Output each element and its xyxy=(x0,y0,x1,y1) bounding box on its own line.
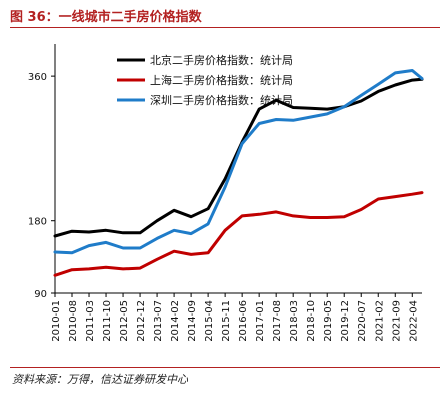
x-tick-label: 2015-11 xyxy=(221,300,232,342)
x-tick-label: 2017-08 xyxy=(272,300,283,342)
x-tick-label: 2012-12 xyxy=(136,300,147,342)
x-tick-label: 2022-04 xyxy=(408,300,419,342)
axes: 90 180 360 2010-01 2010-08 2011-03 2011-10 2012… xyxy=(28,44,422,342)
x-tick-label: 2012-05 xyxy=(119,300,130,342)
source-divider xyxy=(10,367,440,368)
x-tick-label: 2018-10 xyxy=(306,300,317,342)
x-tick-label: 2015-04 xyxy=(204,300,215,342)
x-tick-label: 2013-07 xyxy=(153,300,164,342)
x-tick-label: 2011-03 xyxy=(85,300,96,342)
legend-label-1: 北京二手房价格指数：统计局 xyxy=(150,53,293,67)
source-note: 资料来源：万得，信达证券研发中心 xyxy=(12,373,188,386)
legend-label-2: 上海二手房价格指数：统计局 xyxy=(150,73,293,87)
x-tick-label: 2021-02 xyxy=(374,300,385,342)
x-tick-label: 2014-09 xyxy=(187,300,198,342)
series-line-2 xyxy=(53,191,424,277)
x-tick-label: 2021-09 xyxy=(391,300,402,342)
x-tick-label: 2011-10 xyxy=(102,300,113,342)
y-tick-label: 180 xyxy=(28,217,47,228)
x-tick-label: 2016-06 xyxy=(238,300,249,342)
x-tick-label: 2019-05 xyxy=(323,300,334,342)
x-tick-label: 2017-01 xyxy=(255,300,266,342)
x-tick-label: 2010-01 xyxy=(51,300,62,342)
series-lines xyxy=(53,69,424,277)
x-tick-label: 2018-03 xyxy=(289,300,300,342)
legend-label-3: 深圳二手房价格指数：统计局 xyxy=(150,93,293,107)
x-tick-label: 2020-07 xyxy=(357,300,368,342)
y-tick-label: 90 xyxy=(34,289,47,300)
chart-title: 图 36：一线城市二手房价格指数 xyxy=(10,10,202,25)
line-chart: 北京二手房价格指数：统计局上海二手房价格指数：统计局深圳二手房价格指数：统计局 … xyxy=(28,44,424,342)
series-line-3 xyxy=(53,69,424,255)
y-tick-label: 360 xyxy=(28,72,47,83)
x-tick-label: 2014-02 xyxy=(170,300,181,342)
x-tick-label: 2010-08 xyxy=(68,300,79,342)
title-divider xyxy=(10,27,440,28)
x-tick-label: 2019-12 xyxy=(340,300,351,342)
